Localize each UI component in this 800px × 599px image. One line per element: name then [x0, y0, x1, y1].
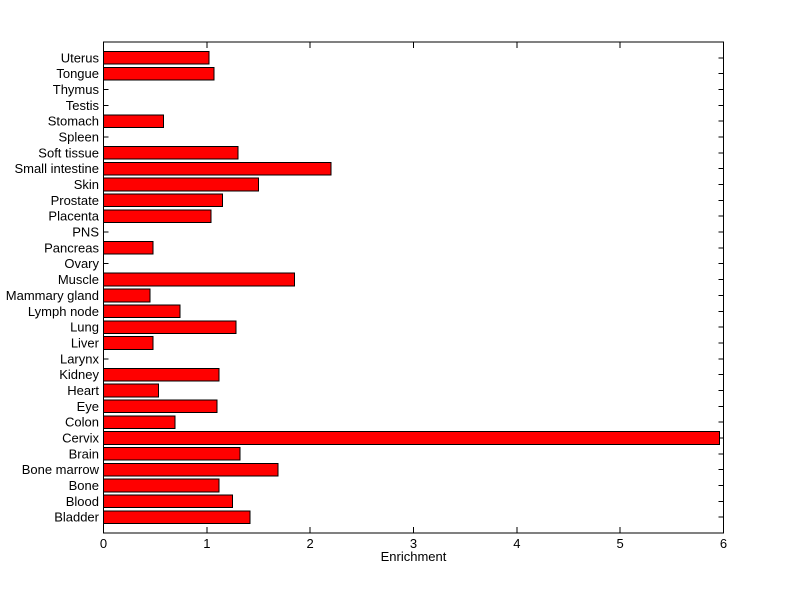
category-label: Uterus [61, 50, 100, 65]
bar [103, 304, 181, 319]
bar [103, 51, 210, 65]
bar [103, 494, 234, 509]
bar [103, 288, 151, 303]
x-tick-label: 3 [410, 536, 417, 551]
category-label: Lymph node [28, 304, 99, 319]
bar [103, 383, 159, 398]
category-label: Cervix [62, 430, 99, 445]
bar [103, 66, 215, 81]
x-axis-label: Enrichment [381, 549, 447, 564]
category-label: Liver [71, 335, 100, 350]
category-label: Colon [65, 415, 99, 430]
category-label: Bladder [54, 510, 99, 525]
category-label: Ovary [64, 256, 99, 271]
bar [103, 478, 220, 493]
category-label: Heart [67, 383, 99, 398]
bar [103, 462, 279, 477]
x-tick-label: 1 [203, 536, 210, 551]
category-label: Bone [69, 478, 99, 493]
x-tick-label: 2 [307, 536, 314, 551]
bar [103, 177, 259, 192]
category-label: Small intestine [14, 161, 99, 176]
category-label: Mammary gland [6, 288, 99, 303]
bar [103, 320, 237, 334]
bar [103, 336, 154, 350]
category-label: Soft tissue [38, 145, 99, 160]
category-label: Placenta [48, 209, 99, 224]
category-label: Pancreas [44, 240, 99, 255]
bar [103, 415, 176, 429]
bar [103, 431, 720, 445]
bar [103, 209, 212, 224]
category-label: Kidney [59, 367, 99, 382]
x-tick-label: 6 [720, 536, 727, 551]
bar [103, 510, 251, 524]
x-tick-label: 4 [513, 536, 520, 551]
category-label: Tongue [56, 66, 99, 81]
bar [103, 446, 241, 461]
category-label: Eye [77, 399, 99, 414]
category-label: Testis [66, 98, 100, 113]
x-tick-label: 0 [100, 536, 107, 551]
category-label: Thymus [53, 82, 100, 97]
bar [103, 367, 220, 382]
category-label: Stomach [48, 114, 99, 129]
bar [103, 193, 223, 208]
category-label: PNS [72, 225, 99, 240]
x-tick-label: 5 [617, 536, 624, 551]
bar [103, 114, 164, 129]
category-label: Bone marrow [22, 462, 100, 477]
category-label: Muscle [58, 272, 99, 287]
category-label: Skin [74, 177, 99, 192]
bar [103, 161, 332, 176]
category-label: Spleen [59, 130, 99, 145]
bar [103, 146, 239, 160]
bar [103, 399, 218, 414]
category-label: Blood [66, 494, 99, 509]
bar [103, 241, 154, 255]
bar [103, 272, 296, 287]
category-label: Prostate [51, 193, 99, 208]
category-label: Lung [70, 320, 99, 335]
category-label: Larynx [60, 351, 100, 366]
category-label: Brain [69, 446, 99, 461]
